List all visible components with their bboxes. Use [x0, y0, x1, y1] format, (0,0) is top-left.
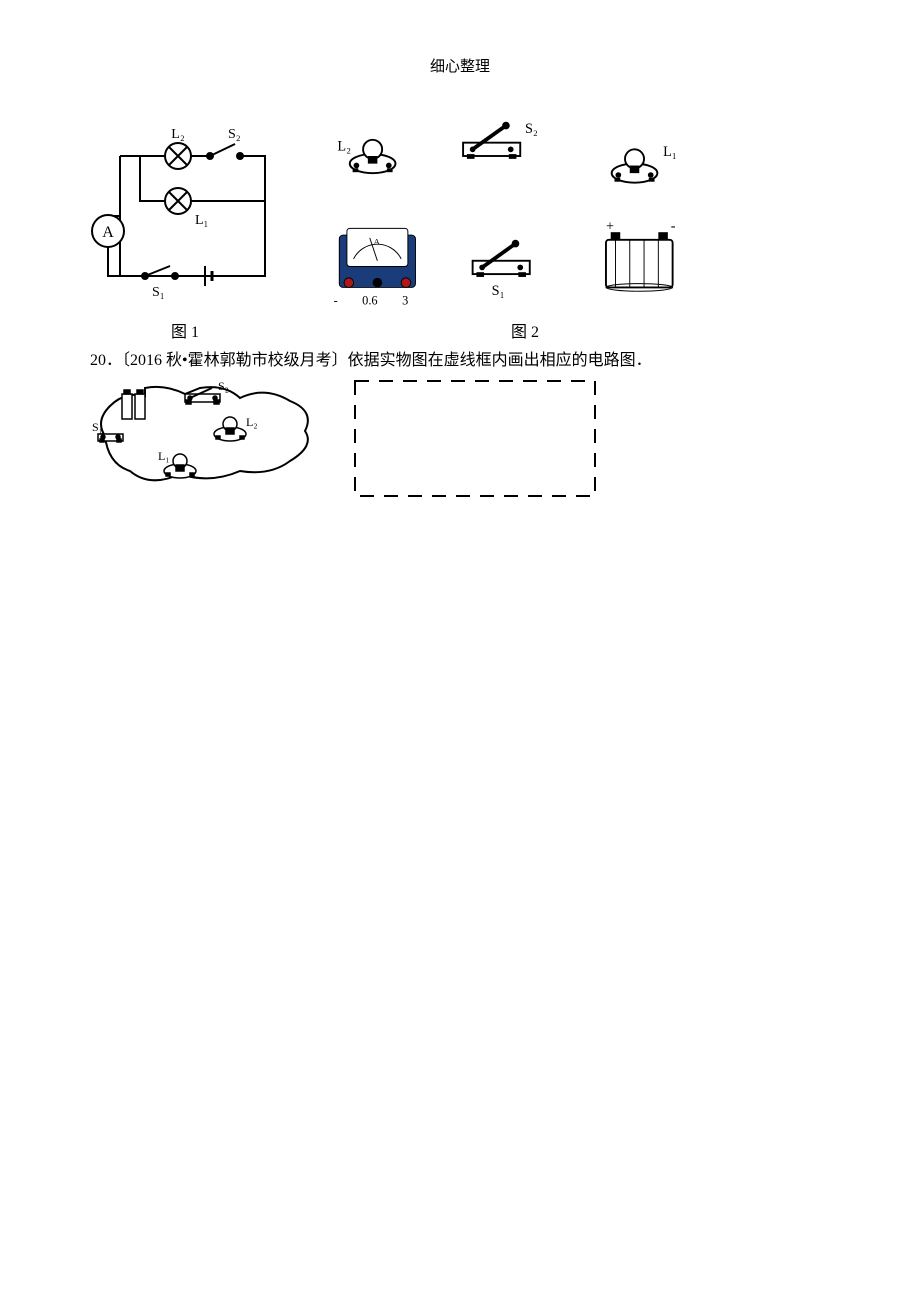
label-switch-S1: S₁ — [492, 283, 505, 299]
physical-S2-label: S₂ — [218, 379, 229, 393]
battery-minus: - — [671, 218, 676, 234]
figure-2-physical: L₂ S₂ L₁ A — [310, 116, 740, 316]
label-S1: S₁ — [152, 285, 165, 300]
problem-20: 20．〔2016 秋•霍林郭勒市校级月考〕依据实物图在虚线框内画出相应的电路图． — [90, 346, 920, 370]
ammeter-icon: A — [339, 228, 415, 287]
dashed-answer-box — [350, 376, 600, 506]
battery-plus: + — [606, 218, 614, 234]
label-L1: L₁ — [195, 213, 208, 228]
battery-icon — [606, 232, 673, 291]
caption-fig1: 图 1 — [90, 318, 280, 342]
diagram-row: A L₂ S₂ L₁ S₁ L₂ S₂ — [90, 116, 920, 316]
figure-1-schematic: A L₂ S₂ L₁ S₁ — [90, 116, 280, 316]
bulb-l2-physical-icon — [214, 417, 246, 441]
label-L2: L₂ — [171, 127, 185, 142]
label-bulb-L2: L₂ — [337, 138, 351, 154]
caption-fig2: 图 2 — [310, 318, 740, 342]
label-A: A — [102, 224, 114, 241]
switch-S1-icon — [473, 240, 530, 277]
label-S2: S₂ — [228, 127, 241, 142]
problem-text: 〔2016 秋•霍林郭勒市校级月考〕依据实物图在虚线框内画出相应的电路图． — [122, 352, 652, 369]
ammeter-3: 3 — [402, 294, 408, 308]
label-switch-S2: S₂ — [525, 121, 538, 137]
ammeter-06: 0.6 — [362, 294, 377, 308]
bulb-L2-icon — [350, 140, 396, 173]
switch-s2-physical-icon — [185, 388, 220, 404]
svg-text:A: A — [374, 237, 381, 247]
physical-circuit: S₂ S₁ L₂ L₁ — [90, 376, 320, 506]
switch-S2-icon — [463, 122, 520, 159]
problem-diagrams: S₂ S₁ L₂ L₁ — [90, 376, 920, 506]
label-bulb-L1: L₁ — [663, 144, 677, 160]
physical-S1-label: S₁ — [92, 420, 103, 434]
switch-s1-physical-icon — [98, 434, 123, 442]
bulb-L1-icon — [612, 149, 658, 182]
ammeter-minus: - — [334, 294, 338, 308]
physical-L1-label: L₁ — [158, 449, 170, 463]
problem-number: 20． — [90, 352, 122, 369]
page-header: 细心整理 — [0, 0, 920, 76]
physical-L2-label: L₂ — [246, 415, 258, 429]
caption-row: 图 1 图 2 — [90, 318, 920, 342]
